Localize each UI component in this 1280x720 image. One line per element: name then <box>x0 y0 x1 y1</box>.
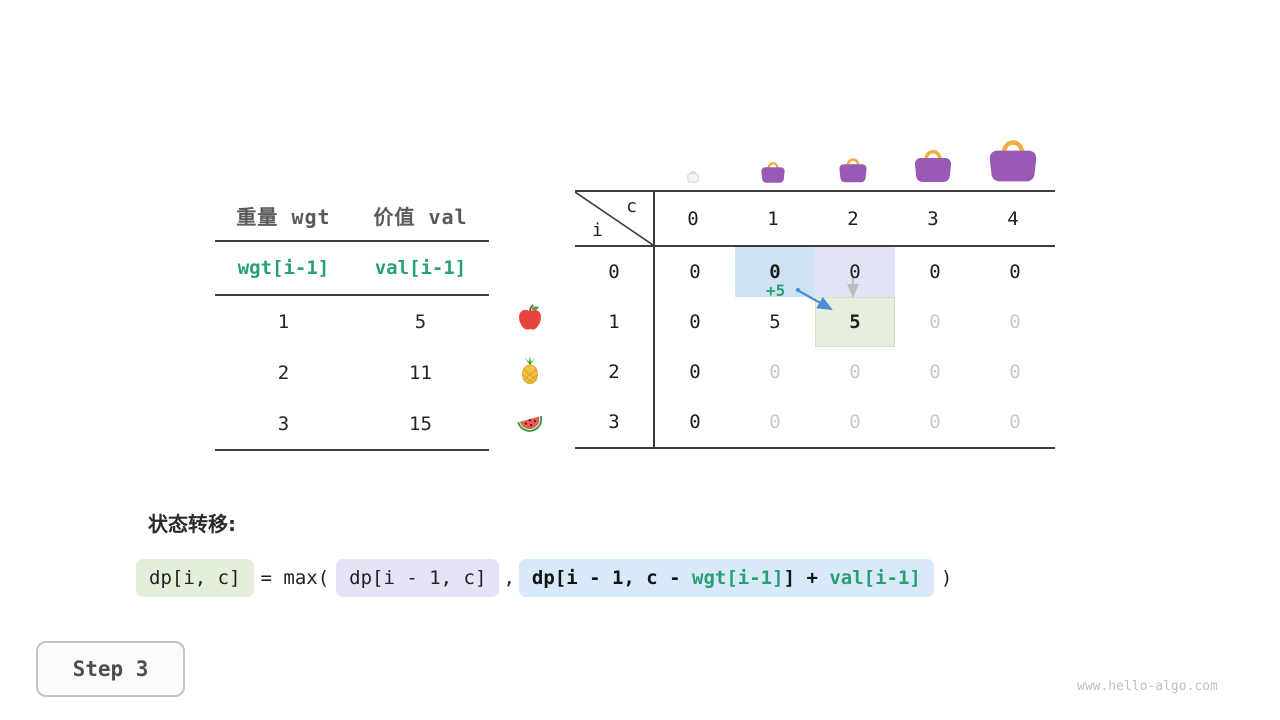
dp-cell: 0 <box>769 361 781 383</box>
item-row: 3 15 <box>215 398 489 449</box>
apple-icon <box>515 303 545 333</box>
item-row: 2 11 <box>215 347 489 398</box>
watermark: www.hello-algo.com <box>1077 679 1218 694</box>
formula-take-val: val[i-1] <box>829 567 921 589</box>
row-header: 2 <box>608 361 620 383</box>
dp-cell: 0 <box>929 361 941 383</box>
item-weight: 2 <box>277 361 290 384</box>
col-header: 4 <box>1007 207 1019 230</box>
dp-grid: 0 0 0 0 0 0 5 5 0 0 0 0 0 0 0 0 0 0 0 0 <box>655 247 1055 447</box>
capacity-axis-label: c <box>626 196 637 217</box>
dp-corner-cell: c i <box>575 192 653 245</box>
formula-option-take: dp[i - 1, c - wgt[i-1]] + val[i-1] <box>518 559 934 597</box>
dp-table-header-divider <box>575 245 1055 247</box>
dp-cell: 0 <box>849 361 861 383</box>
val-formula-label: val[i-1] <box>374 257 467 279</box>
formula-equals: = max( <box>260 567 330 589</box>
transition-title: 状态转移: <box>148 512 236 536</box>
empty-bag-icon <box>685 167 701 184</box>
step-label: Step 3 <box>72 657 149 681</box>
dp-cell: 0 <box>1009 261 1021 283</box>
bag-icon-capacity-1 <box>760 157 786 184</box>
dp-cell: 0 <box>929 311 941 333</box>
item-weight: 1 <box>277 310 290 333</box>
formula-comma: , <box>503 567 515 589</box>
dp-cell: 0 <box>689 311 701 333</box>
col-header: 1 <box>767 207 779 230</box>
wgt-formula-label: wgt[i-1] <box>237 257 330 279</box>
formula-close-paren: ) <box>940 567 953 589</box>
col-header: 3 <box>927 207 939 230</box>
dp-cell: 0 <box>1009 411 1021 433</box>
item-axis-label: i <box>592 220 603 241</box>
col-header: 0 <box>687 207 699 230</box>
dp-table: c i 0 1 2 3 4 0 1 2 3 0 0 0 0 0 0 5 5 0 … <box>575 190 1055 449</box>
dp-column-headers: 0 1 2 3 4 <box>653 192 1053 245</box>
dp-cell: 0 <box>929 411 941 433</box>
value-gain-annotation: +5 <box>766 281 786 300</box>
item-row: 1 5 <box>215 296 489 347</box>
formula-lhs: dp[i, c] <box>136 559 254 597</box>
dp-cell: 0 <box>1009 311 1021 333</box>
items-formula-row: wgt[i-1] val[i-1] <box>215 242 489 296</box>
dp-cell: 0 <box>929 261 941 283</box>
formula-take-part2: ] + <box>783 567 830 589</box>
row-header: 0 <box>608 261 620 283</box>
formula-option-skip: dp[i - 1, c] <box>336 559 500 597</box>
bag-icon-capacity-4 <box>987 130 1039 184</box>
bag-icon-capacity-3 <box>913 142 953 184</box>
dp-cell: 0 <box>689 261 701 283</box>
dp-cell: 0 <box>849 411 861 433</box>
value-column-header: 价值 val <box>373 204 468 229</box>
item-value: 11 <box>409 361 432 384</box>
formula-take-part1: dp[i - 1, c - <box>531 567 693 589</box>
row-header: 3 <box>608 411 620 433</box>
item-value: 15 <box>409 412 432 435</box>
item-value: 5 <box>414 310 427 333</box>
items-table-header: 重量 wgt 价值 val <box>215 190 489 242</box>
dp-cell: 0 <box>689 361 701 383</box>
dp-cell: 0 <box>689 411 701 433</box>
dp-row-headers: 0 1 2 3 <box>575 247 653 447</box>
dp-table-vertical-divider <box>653 192 655 447</box>
bag-icon-capacity-2 <box>838 152 868 184</box>
dp-cell: 0 <box>1009 361 1021 383</box>
weight-column-header: 重量 wgt <box>236 204 331 229</box>
row-header: 1 <box>608 311 620 333</box>
pineapple-icon <box>515 355 545 385</box>
col-header: 2 <box>847 207 859 230</box>
dp-cell: 0 <box>769 411 781 433</box>
item-weight: 3 <box>277 412 290 435</box>
dp-cell-current: 5 <box>815 297 895 347</box>
step-badge: Step 3 <box>36 641 185 697</box>
dp-cell: 5 <box>769 311 781 333</box>
watermelon-icon <box>515 406 545 436</box>
items-table: 重量 wgt 价值 val wgt[i-1] val[i-1] 1 5 2 11… <box>215 190 489 451</box>
dp-cell-source-above: 0 <box>815 247 895 297</box>
formula-take-wgt: wgt[i-1] <box>692 567 784 589</box>
transition-formula: dp[i, c] = max( dp[i - 1, c] , dp[i - 1,… <box>136 559 959 597</box>
dp-cell-source-left: 0 <box>735 247 815 297</box>
